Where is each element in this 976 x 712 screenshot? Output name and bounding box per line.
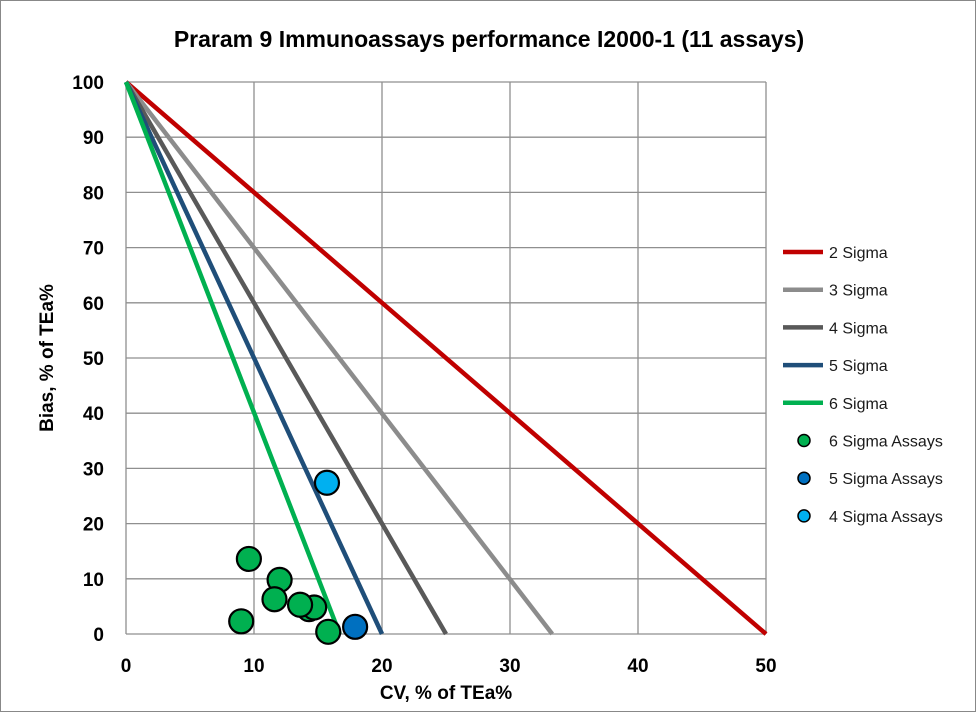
y-tick-label: 90 [83,128,104,149]
y-tick-label: 40 [83,404,104,425]
legend-marker-swatch [797,433,811,448]
x-tick-label: 10 [243,656,264,677]
y-tick-label: 20 [83,515,104,536]
legend-label: 6 Sigma Assays [829,434,943,451]
line-2-sigma [124,80,768,636]
y-tick-label: 100 [72,73,104,94]
x-tick-label: 0 [121,656,132,677]
legend-label: 5 Sigma Assays [829,471,943,488]
y-tick-label: 10 [83,570,104,591]
y-tick-label: 70 [83,239,104,260]
point-6-sigma-assays [315,618,342,645]
y-tick-label: 0 [93,625,104,646]
point-6-sigma-assays [228,608,255,635]
legend-label: 6 Sigma [829,396,888,413]
sigma-lines [123,80,768,636]
legend-label: 4 Sigma Assays [829,509,943,526]
legend-label: 4 Sigma [829,320,888,337]
x-tick-label: 50 [755,656,776,677]
legend-label: 5 Sigma [829,358,888,375]
legend-label: 3 Sigma [829,283,888,300]
legend-marker-swatch [797,509,811,523]
x-tick-label: 40 [627,656,648,677]
point-5-sigma-assays [342,613,369,640]
point-6-sigma-assays [286,591,314,618]
line-3-sigma [124,80,555,636]
point-4-sigma-assays [313,469,341,496]
assay-points [228,469,369,645]
y-tick-label: 50 [83,349,104,370]
line-5-sigma [123,81,385,635]
legend-marker-swatch [797,471,811,485]
x-tick-label: 30 [499,656,520,677]
point-6-sigma-assays [235,545,262,573]
point-6-sigma-assays [261,586,288,613]
y-tick-label: 60 [83,294,104,315]
x-tick-label: 20 [371,656,392,677]
legend-label: 2 Sigma [829,245,888,262]
x-axis-ticks: 0 10 20 30 40 50 [121,656,777,677]
legend: 2 Sigma 3 Sigma 4 Sigma 5 Sigma 6 Sigma 6 Sig… [783,245,943,526]
x-axis-label: CV, % of TEa% [380,683,512,704]
y-axis-label: Bias, % of TEa% [37,284,58,432]
line-4-sigma [124,80,448,636]
line-6-sigma [123,81,342,635]
chart-title: Praram 9 Immunoassays performance I2000-… [174,26,804,52]
y-tick-label: 30 [83,459,104,480]
y-tick-label: 80 [83,183,104,204]
y-axis-ticks: 0 10 20 30 40 50 60 70 80 90 100 [72,73,104,646]
